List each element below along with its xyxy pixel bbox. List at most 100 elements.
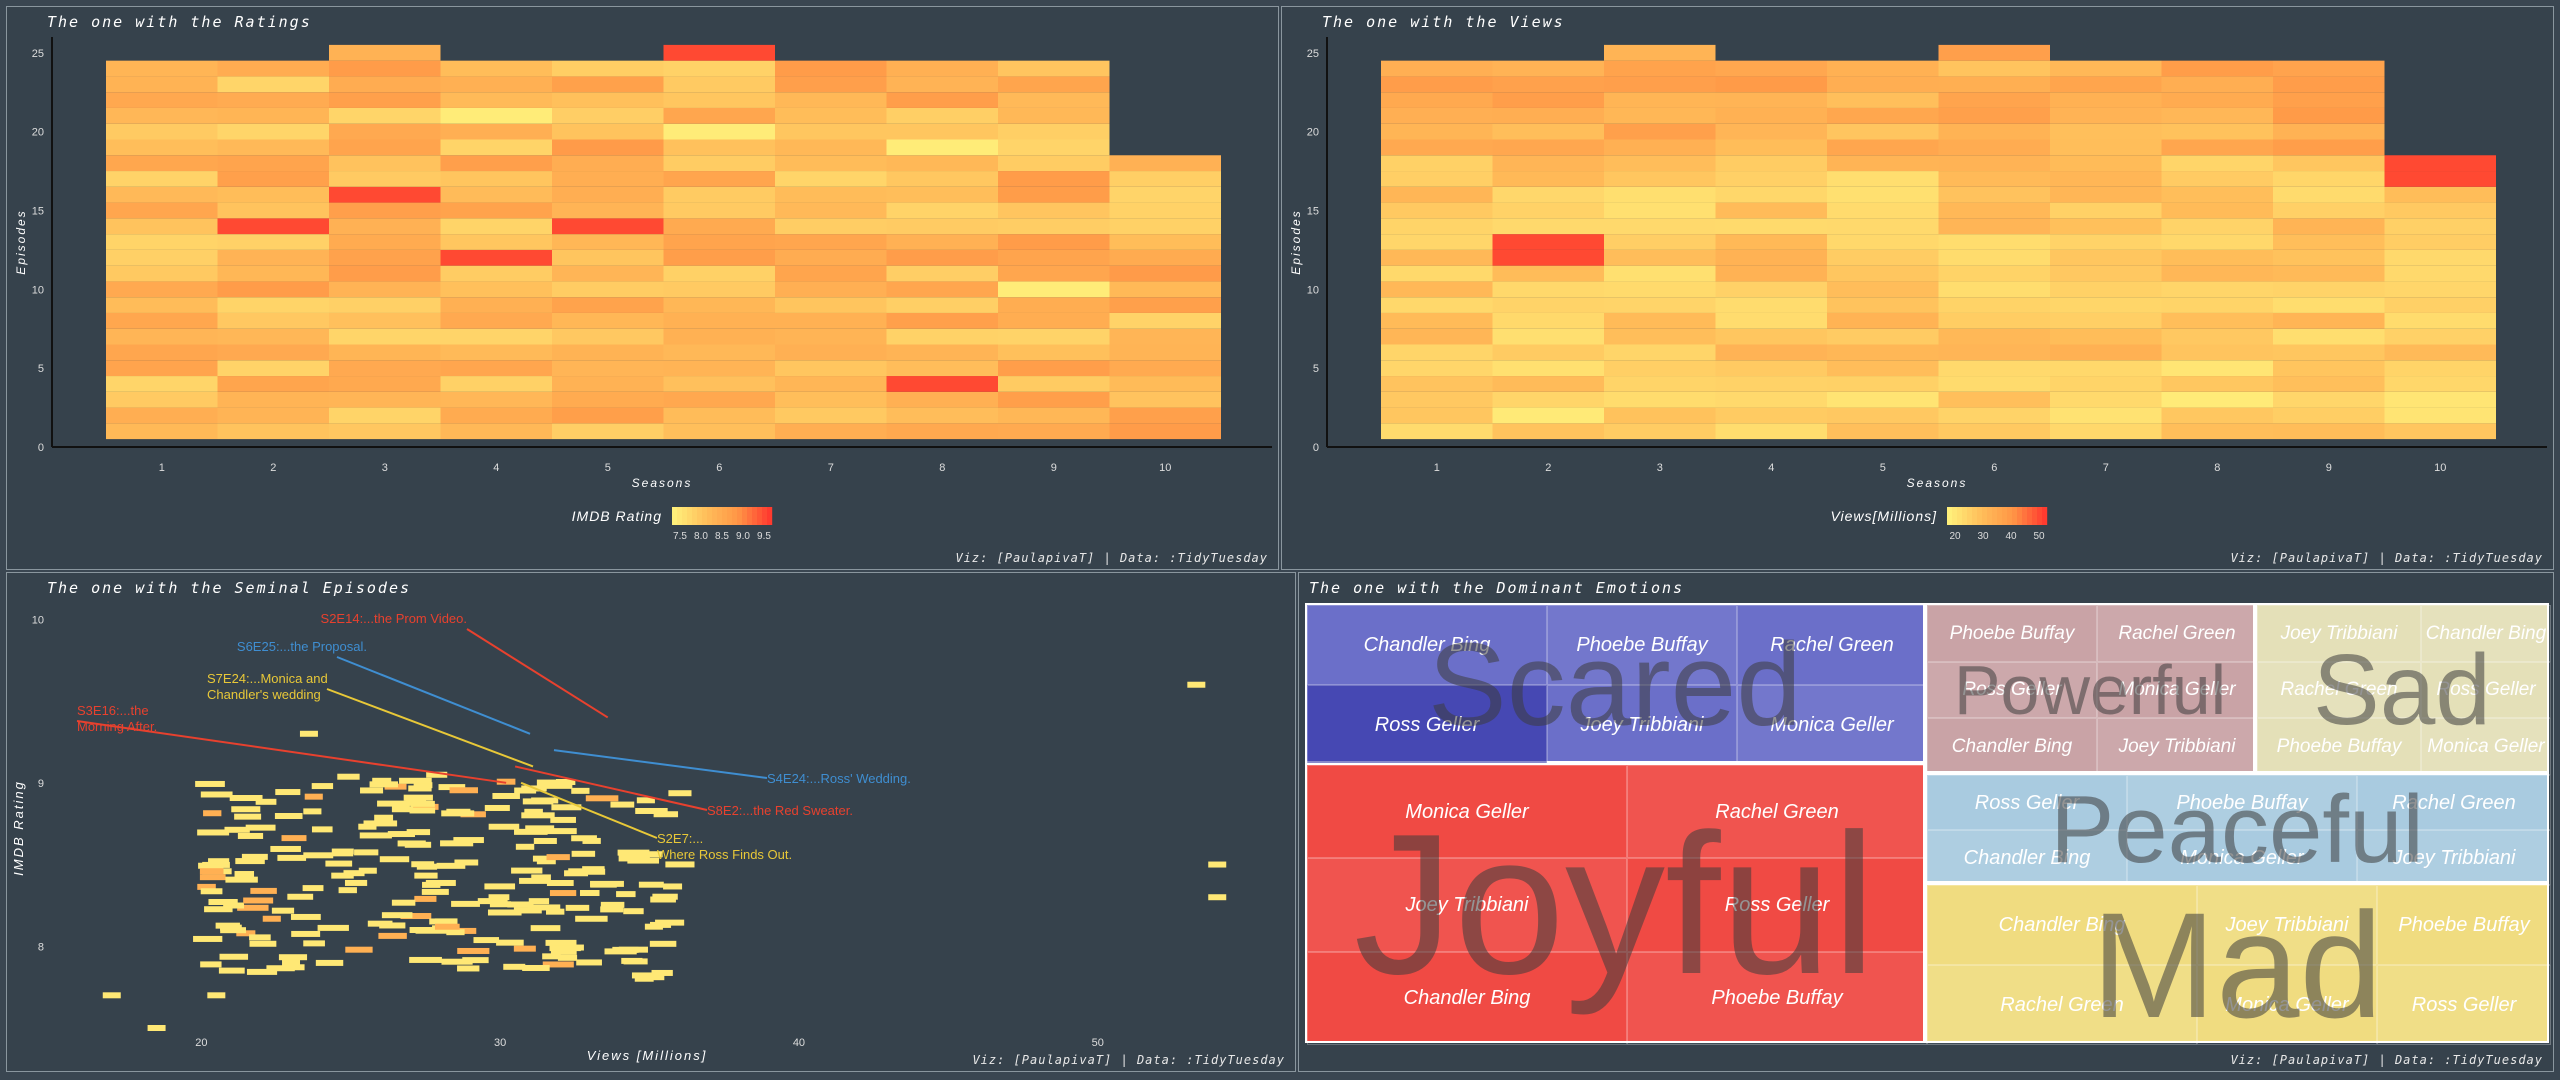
- scatter-point: [304, 793, 323, 800]
- scatter-point: [515, 843, 535, 850]
- scatter-point: [521, 812, 555, 819]
- heatmap-cell: [2273, 186, 2385, 203]
- scatter-point: [441, 810, 475, 817]
- heatmap-cell: [1827, 76, 1939, 93]
- scatter-point: [634, 975, 654, 982]
- scatter-point: [549, 890, 577, 897]
- heatmap-cell: [1381, 234, 1493, 250]
- heatmap-cell: [1109, 234, 1221, 250]
- scatter-point: [663, 883, 683, 890]
- x-tick-label: 8: [2214, 462, 2220, 474]
- legend-gradient-step: [722, 507, 728, 525]
- heatmap-cell: [2161, 155, 2273, 172]
- heatmap-cell: [1492, 249, 1604, 266]
- heatmap-cell: [1381, 265, 1493, 282]
- heatmap-cell: [552, 391, 664, 408]
- scatter-point: [571, 787, 590, 794]
- scatter-point: [473, 937, 500, 944]
- heatmap-cell: [1604, 344, 1716, 361]
- scatter-point: [635, 807, 668, 814]
- scatter-point: [653, 811, 679, 818]
- heatmap-cell: [1492, 376, 1604, 392]
- heatmap-cell: [2050, 328, 2162, 345]
- seminal-panel: The one with the Seminal Episodes 8 9 10 20…: [6, 572, 1296, 1072]
- scatter-point: [557, 954, 578, 961]
- heatmap-cell: [1938, 407, 2050, 424]
- heatmap-cell: [2050, 360, 2162, 377]
- scatter-point: [414, 872, 438, 879]
- scatter-point: [225, 876, 258, 883]
- scatter-point: [571, 835, 597, 842]
- heatmap-cell: [2384, 328, 2496, 345]
- heatmap-cell: [998, 312, 1110, 329]
- heatmap-cell: [1492, 407, 1604, 424]
- scatter-point: [409, 807, 436, 814]
- scatter-point: [275, 789, 301, 796]
- heatmap-cell: [1604, 123, 1716, 140]
- heatmap-cell: [2050, 60, 2162, 77]
- scatter-point: [358, 823, 377, 830]
- heatmap-cell: [1827, 423, 1939, 440]
- heatmap-cell: [1381, 360, 1493, 377]
- scatter-point: [311, 826, 333, 833]
- heatmap-cell: [217, 123, 329, 140]
- scatter-point: [644, 923, 663, 930]
- heatmap-cell: [329, 44, 441, 61]
- scatter-point: [636, 797, 655, 804]
- heatmap-cell: [217, 312, 329, 329]
- heatmap-cell: [2273, 423, 2385, 440]
- treemap-cell: Ross Geller: [1627, 858, 1927, 952]
- heatmap-cell: [1938, 218, 2050, 235]
- scatter-point: [542, 961, 574, 968]
- heatmap-cell: [663, 376, 775, 392]
- heatmap-cell: [1715, 123, 1827, 140]
- heatmap-cell: [886, 218, 998, 235]
- heatmap-cell: [329, 139, 441, 156]
- heatmap-cell: [552, 60, 664, 77]
- scatter-point: [530, 925, 561, 932]
- scatter-point: [199, 868, 224, 875]
- heatmap-cell: [2273, 202, 2385, 219]
- scatter-point: [532, 855, 552, 862]
- heatmap-cell: [775, 92, 887, 108]
- scatter-point: [237, 832, 264, 839]
- heatmap-cell: [886, 265, 998, 282]
- heatmap-cell: [552, 281, 664, 298]
- legend-gradient-step: [1947, 507, 1953, 525]
- treemap-cell: Phoebe Buffay: [2377, 885, 2551, 965]
- heatmap-cell: [2273, 234, 2385, 250]
- heatmap-cell: [1604, 92, 1716, 108]
- treemap-cell: Rachel Green: [1927, 965, 2197, 1045]
- scatter-point: [379, 856, 410, 863]
- heatmap-cell: [329, 234, 441, 250]
- heatmap-cell: [217, 344, 329, 361]
- heatmap-cell: [1938, 155, 2050, 172]
- heatmap-cell: [1827, 92, 1939, 108]
- heatmap-cell: [775, 218, 887, 235]
- heatmap-cell: [1827, 376, 1939, 392]
- heatmap-cell: [1715, 92, 1827, 108]
- heatmap-cell: [2384, 218, 2496, 235]
- scatter-point: [550, 948, 577, 955]
- heatmap-cell: [1604, 265, 1716, 282]
- treemap-cell: Phoebe Buffay: [2257, 718, 2421, 775]
- scatter-point: [291, 930, 321, 937]
- scatter-point: [651, 969, 673, 976]
- heatmap-cell: [217, 202, 329, 219]
- treemap-cell: Rachel Green: [2257, 661, 2421, 719]
- heatmap-cell: [1827, 265, 1939, 282]
- heatmap-cell: [775, 155, 887, 172]
- heatmap-cell: [1492, 186, 1604, 203]
- scatter-point: [354, 849, 379, 856]
- heatmap-cell: [2161, 186, 2273, 203]
- heatmap-cell: [2161, 391, 2273, 408]
- scatter-point: [503, 963, 526, 970]
- heatmap-cell: [440, 328, 552, 345]
- scatter-point: [286, 964, 305, 971]
- scatter-point: [200, 961, 222, 968]
- legend-gradient-step: [2027, 507, 2033, 525]
- heatmap-cell: [2273, 60, 2385, 77]
- legend-gradient-step: [1952, 507, 1958, 525]
- scatter-point: [234, 813, 262, 820]
- heatmap-cell: [2273, 171, 2385, 187]
